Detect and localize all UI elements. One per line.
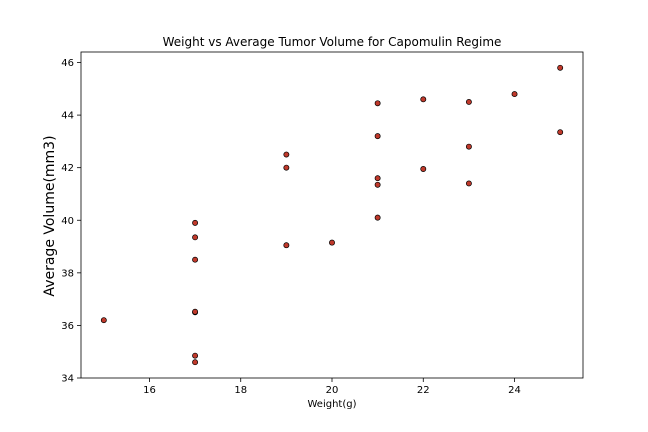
scatter-point xyxy=(465,99,472,105)
scatter-point xyxy=(511,91,518,98)
scatter-point xyxy=(374,175,381,182)
scatter-point xyxy=(192,352,199,359)
y-tick-label: 34 xyxy=(61,374,74,385)
x-tick-label: 18 xyxy=(234,385,247,396)
chart-title: Weight vs Average Tumor Volume for Capom… xyxy=(163,35,502,49)
y-tick-label: 38 xyxy=(61,268,74,279)
y-tick-label: 46 xyxy=(61,58,74,69)
scatter-point xyxy=(557,129,564,136)
scatter-point xyxy=(420,166,427,172)
axis-ticks: 16 18 20 22 24 34 36 38 40 42 44 46 xyxy=(61,58,521,396)
scatter-point xyxy=(465,143,472,150)
scatter-point xyxy=(374,214,381,221)
scatter-point xyxy=(192,234,199,241)
scatter-point xyxy=(465,180,472,187)
scatter-point xyxy=(374,100,381,107)
x-tick-label: 16 xyxy=(143,385,156,396)
scatter-point xyxy=(329,239,335,246)
scatter-point xyxy=(192,359,199,366)
y-tick-label: 40 xyxy=(61,216,74,227)
scatter-point xyxy=(374,133,381,140)
y-axis-label: Average Volume(mm3) xyxy=(42,135,58,296)
scatter-point xyxy=(283,151,290,158)
scatter-point xyxy=(100,317,107,324)
scatter-point xyxy=(192,219,199,226)
x-axis-label: Weight(g) xyxy=(308,399,357,410)
scatter-point xyxy=(557,64,564,71)
y-tick-label: 36 xyxy=(61,321,74,332)
scatter-point xyxy=(192,308,199,315)
y-tick-label: 42 xyxy=(61,163,74,174)
scatter-point xyxy=(283,164,290,171)
plot-frame xyxy=(80,51,584,379)
scatter-point xyxy=(374,181,381,188)
scatter-points xyxy=(100,64,564,366)
y-tick-label: 44 xyxy=(61,111,74,122)
x-tick-label: 22 xyxy=(417,385,430,396)
scatter-point xyxy=(192,256,199,263)
scatter-point xyxy=(420,96,427,103)
x-tick-label: 24 xyxy=(508,385,521,396)
x-tick-label: 20 xyxy=(326,385,339,396)
scatter-point xyxy=(283,242,290,249)
